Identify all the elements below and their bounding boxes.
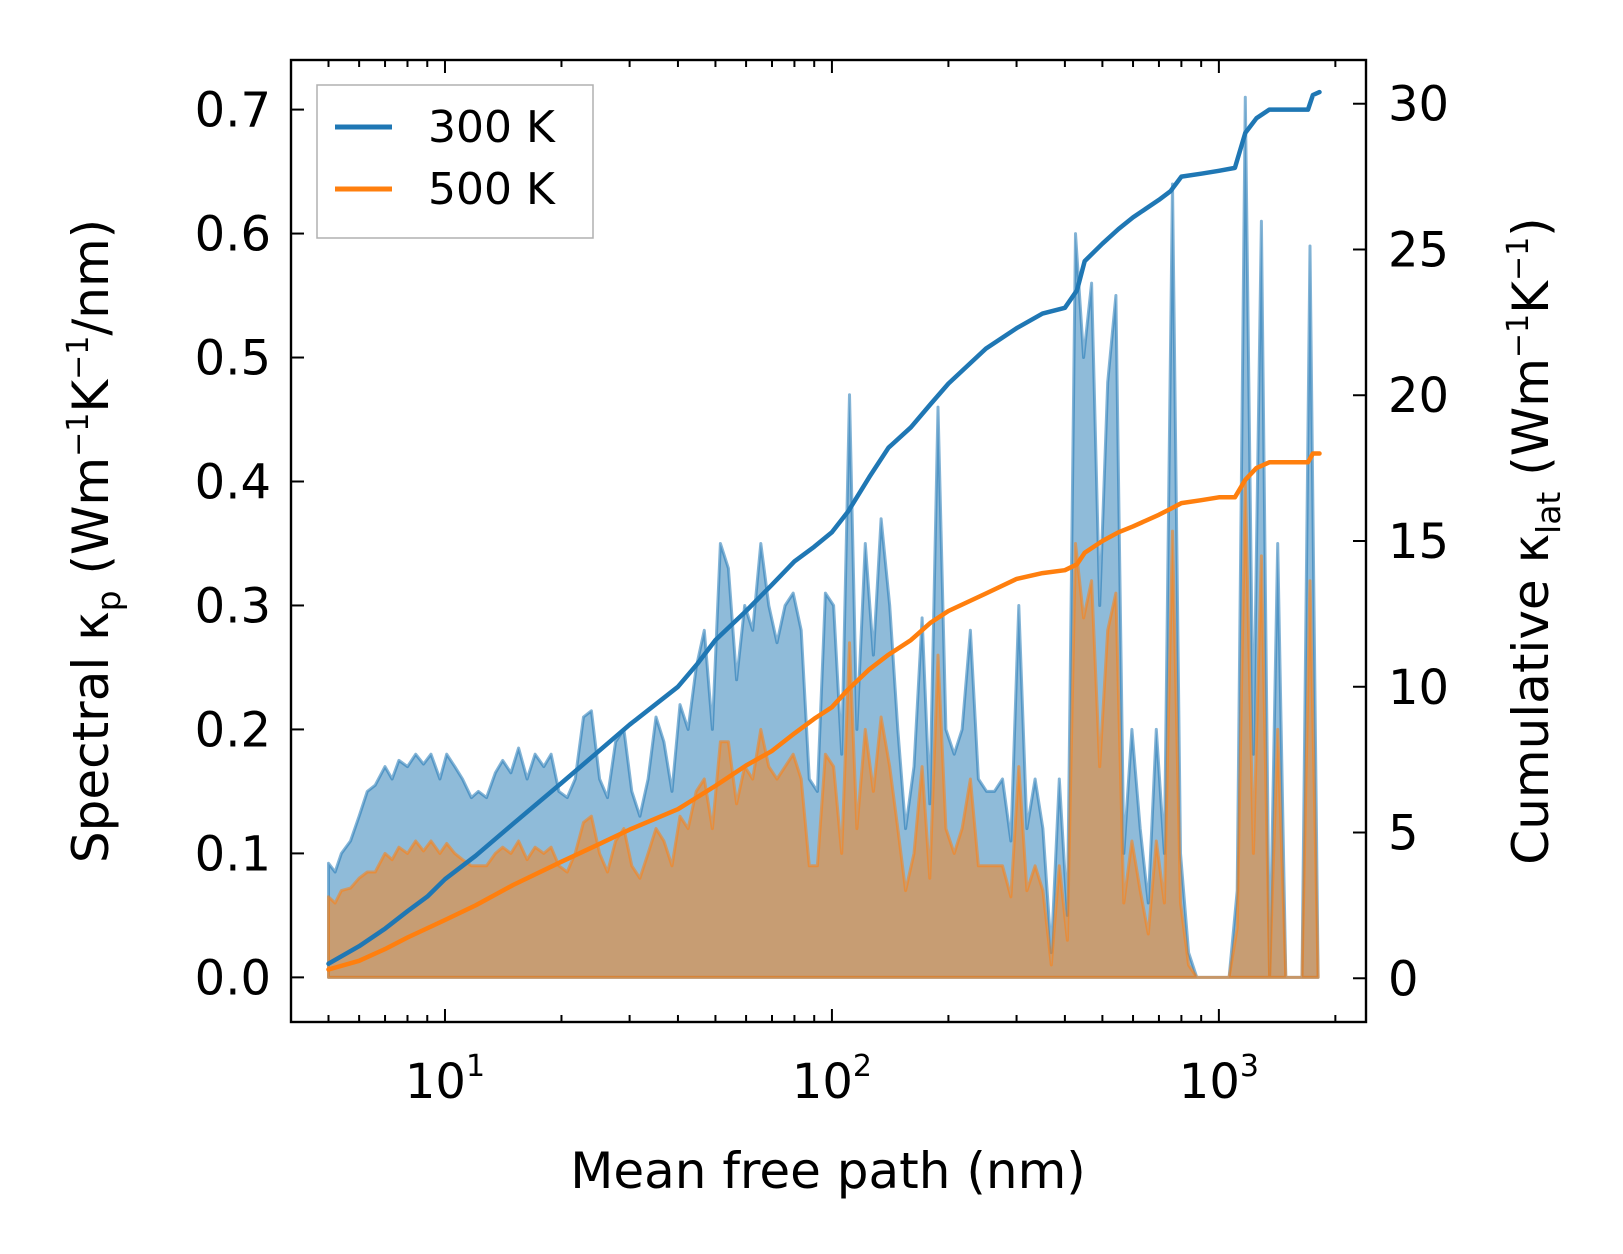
x-tick-labels: 101 102 103 [405,1049,1259,1110]
cumulative-line-500k [326,451,1322,972]
right-tick-label: 10 [1388,660,1449,716]
left-tick-label: 0.1 [195,826,271,882]
cumulative-line-300k [326,89,1322,966]
x-tick-label: 101 [405,1049,485,1110]
left-tick-labels: 0.0 0.1 0.2 0.3 0.4 0.5 0.6 0.7 [195,83,271,1007]
left-tick-label: 0.3 [195,578,271,634]
left-tick-label: 0.6 [195,207,271,263]
x-tick-label: 102 [792,1049,872,1110]
x-axis-title: Mean free path (nm) [570,1142,1086,1200]
left-tick-label: 0.4 [195,454,271,510]
right-tick-labels: 0 5 10 15 20 25 30 [1388,77,1449,1008]
right-tick-label: 20 [1388,368,1449,424]
right-tick-label: 25 [1388,222,1449,278]
cumulative-lines [326,89,1322,972]
right-tick-label: 15 [1388,514,1449,570]
right-tick-label: 30 [1388,77,1449,133]
left-tick-label: 0.7 [195,83,271,139]
left-axis-title: Spectral κp (Wm−1K−1/nm) [61,219,128,863]
tick-marks [290,60,1366,1022]
left-tick-label: 0.5 [195,331,271,387]
left-tick-label: 0.2 [195,702,271,758]
right-tick-label: 5 [1388,806,1419,862]
legend-label-500k: 500 K [428,164,556,215]
legend: 300 K 500 K [316,84,594,239]
legend-box [316,84,594,239]
legend-label-300k: 300 K [428,102,556,153]
x-tick-label: 103 [1179,1049,1259,1110]
left-tick-label: 0.0 [195,950,271,1006]
right-tick-label: 0 [1388,951,1419,1007]
right-axis-title: Cumulative κlat (Wm−1K−1) [1501,217,1568,864]
